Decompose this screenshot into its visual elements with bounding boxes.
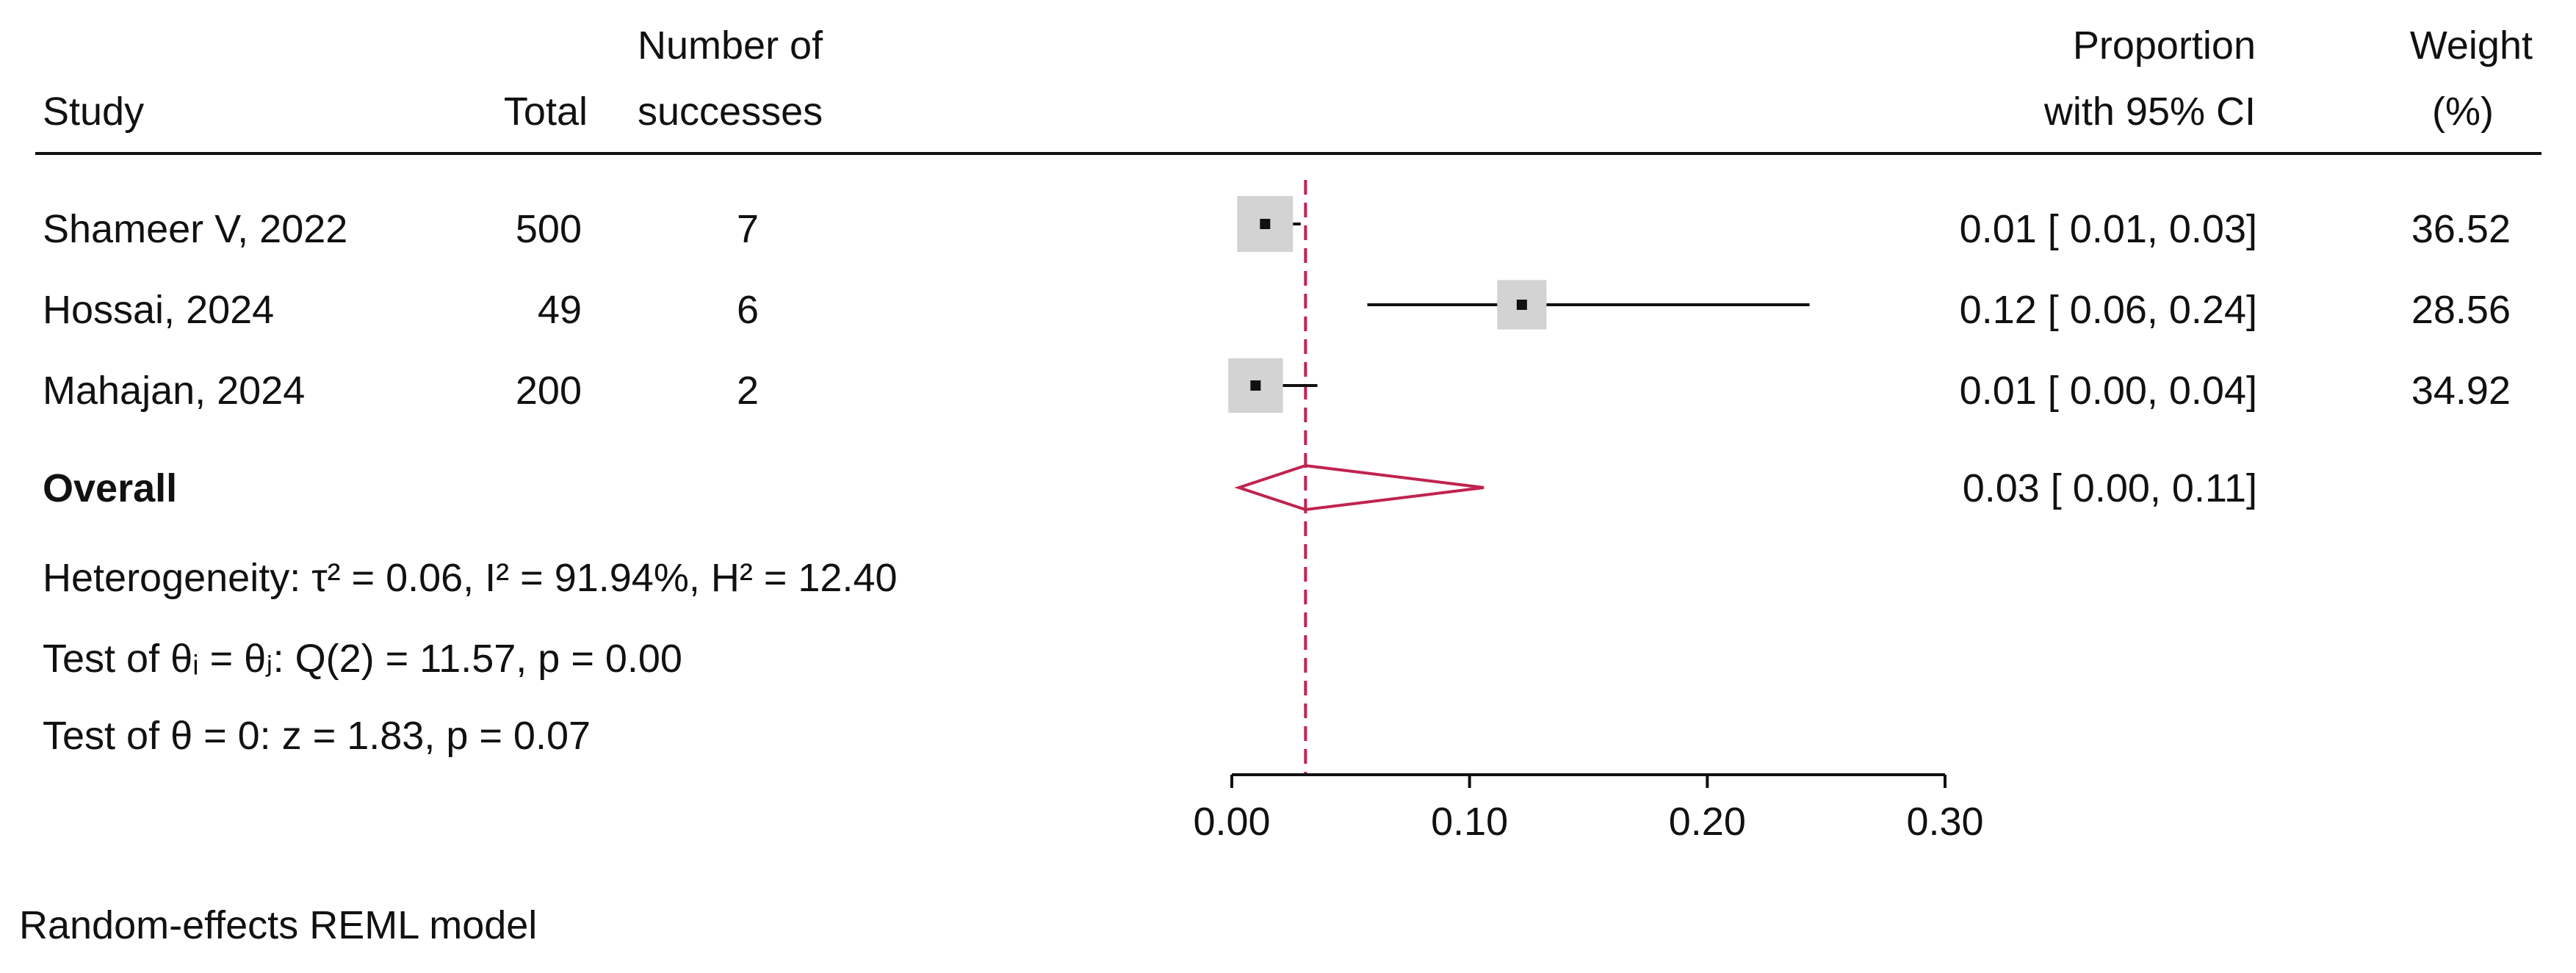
- header-weight-line1: Weight: [2410, 23, 2533, 68]
- overall-diamond: [1234, 463, 1484, 512]
- study-weight: 36.52: [2411, 207, 2511, 251]
- point-estimate: [1516, 300, 1527, 310]
- test-zero-stat: Test of θ = 0: z = 1.83, p = 0.07: [43, 714, 591, 758]
- study-ci: 0.01 [ 0.00, 0.04]: [1960, 369, 2257, 413]
- study-successes: 2: [737, 369, 759, 413]
- header-proportion-line1: Proportion: [2073, 23, 2256, 68]
- study-ci: 0.01 [ 0.01, 0.03]: [1960, 207, 2257, 251]
- study-label: Hossai, 2024: [43, 288, 274, 332]
- test-thetas-stat: Test of θᵢ = θⱼ: Q(2) = 11.57, p = 0.00: [43, 637, 682, 681]
- header-study: Study: [43, 90, 144, 134]
- plot-area: 0.00 0.10 0.20 0.30: [1193, 180, 1984, 844]
- study-successes: 7: [737, 207, 759, 251]
- x-tick-label: 0.10: [1431, 800, 1508, 844]
- overall-label: Overall: [43, 466, 177, 510]
- point-estimate: [1260, 219, 1271, 229]
- header-total: Total: [504, 90, 588, 134]
- x-tick-label: 0.30: [1906, 800, 1983, 844]
- study-weight: 34.92: [2411, 369, 2511, 413]
- study-weight: 28.56: [2411, 288, 2511, 332]
- study-successes: 6: [737, 288, 759, 332]
- study-total: 49: [538, 288, 582, 332]
- header-proportion-line2: with 95% CI: [2043, 90, 2256, 134]
- point-estimate: [1250, 380, 1261, 391]
- overall-ci: 0.03 [ 0.00, 0.11]: [1963, 466, 2257, 510]
- x-tick-label: 0.20: [1669, 800, 1746, 844]
- header-weight-line2: (%): [2432, 90, 2494, 134]
- study-label: Shameer V, 2022: [43, 207, 347, 251]
- study-total: 500: [516, 207, 582, 251]
- study-label: Mahajan, 2024: [43, 369, 305, 413]
- study-ci: 0.12 [ 0.06, 0.24]: [1960, 288, 2257, 332]
- model-footnote: Random-effects REML model: [19, 903, 537, 947]
- header-successes-line2: successes: [638, 90, 823, 134]
- study-total: 200: [516, 369, 582, 413]
- heterogeneity-stat: Heterogeneity: τ² = 0.06, I² = 91.94%, H…: [43, 556, 898, 600]
- x-tick-label: 0.00: [1193, 800, 1270, 844]
- header-successes-line1: Number of: [638, 23, 823, 68]
